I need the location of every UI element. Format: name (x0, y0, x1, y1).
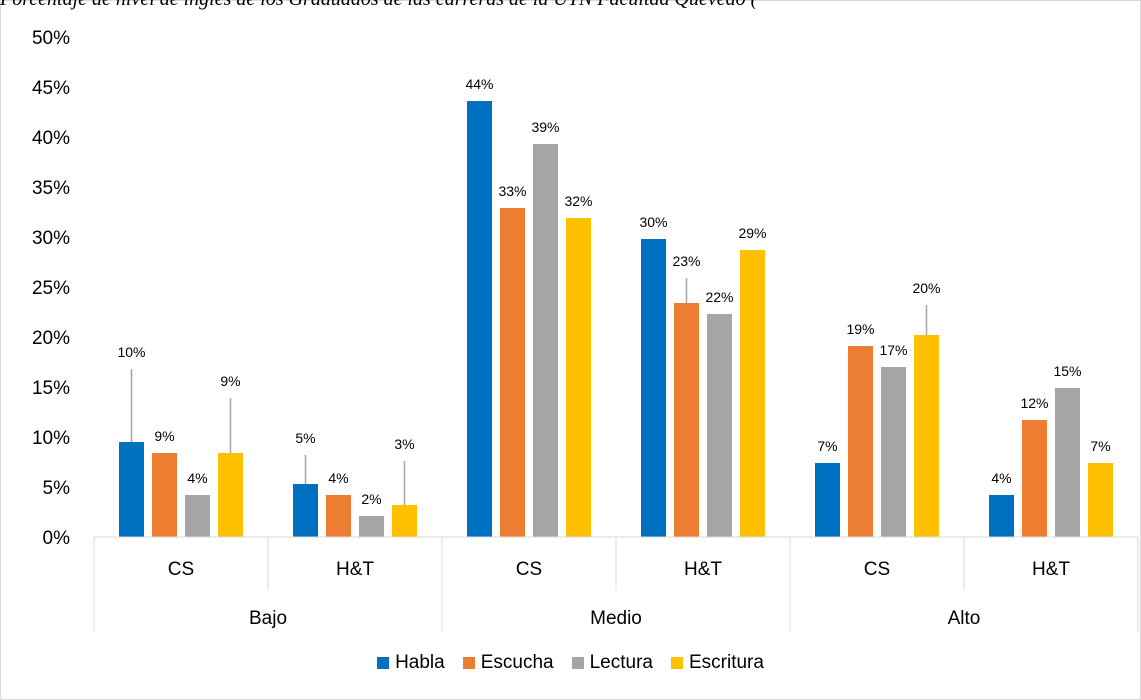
data-label: 7% (817, 438, 837, 454)
legend-label: Escritura (688, 652, 764, 673)
bar-escucha (674, 303, 699, 537)
x-tick-label: H&T (1032, 559, 1070, 580)
bar-escritura (218, 453, 243, 537)
data-label: 30% (639, 214, 667, 230)
bars (119, 101, 1113, 537)
bar-lectura (533, 144, 558, 537)
group-label: Medio (590, 608, 642, 629)
bar-habla (293, 484, 318, 537)
data-label: 33% (498, 183, 526, 199)
legend-swatch (571, 657, 584, 669)
bar-escritura (1088, 463, 1113, 537)
data-label: 22% (705, 289, 733, 305)
data-label: 44% (465, 76, 493, 92)
bar-escucha (326, 495, 351, 537)
x-tick-label: CS (516, 559, 542, 580)
bar-lectura (707, 314, 732, 537)
y-tick-label: 10% (32, 428, 70, 449)
legend-label: Habla (395, 652, 445, 673)
legend-swatch (377, 657, 390, 669)
data-label: 19% (846, 321, 874, 337)
bar-escritura (914, 335, 939, 537)
bar-habla (815, 463, 840, 537)
legend: Habla Escucha Lectura Escritura (0, 652, 1141, 674)
y-tick-label: 20% (32, 328, 70, 349)
y-tick-label: 5% (43, 478, 71, 499)
data-label: 4% (328, 470, 348, 486)
bar-escucha (848, 346, 873, 537)
y-tick-label: 25% (32, 278, 70, 299)
bar-escucha (152, 453, 177, 537)
bar-habla (989, 495, 1014, 537)
bar-habla (467, 101, 492, 537)
y-tick-label: 0% (43, 528, 71, 549)
bar-habla (119, 442, 144, 537)
data-label: 4% (187, 470, 207, 486)
data-label: 23% (672, 253, 700, 269)
legend-swatch (462, 657, 475, 669)
legend-item-habla: Habla (377, 652, 445, 674)
data-label: 3% (394, 436, 414, 452)
group-label: Alto (948, 608, 981, 629)
x-tick-label: H&T (336, 559, 374, 580)
y-tick-label: 30% (32, 228, 70, 249)
error-bars (130, 278, 928, 505)
bar-lectura (359, 516, 384, 537)
bar-habla (641, 239, 666, 537)
x-axis: CS H&T Bajo CS H&T Medio CS H&T Alto (93, 536, 1139, 632)
legend-item-escucha: Escucha (462, 652, 554, 674)
bar-escucha (1022, 420, 1047, 537)
y-tick-label: 50% (32, 28, 70, 49)
y-tick-label: 15% (32, 378, 70, 399)
bar-escucha (500, 208, 525, 537)
bar-lectura (1055, 388, 1080, 537)
bar-escritura (740, 250, 765, 537)
bar-lectura (881, 367, 906, 537)
bar-escritura (392, 505, 417, 537)
y-tick-label: 45% (32, 78, 70, 99)
data-label: 5% (295, 430, 315, 446)
group-label: Bajo (249, 608, 287, 629)
x-tick-label: CS (864, 559, 890, 580)
data-labels: 10% 5% 44% 30% 7% 4% 9% 4% 33% 23% 19% 12% 4% 2% 39% 22… (117, 76, 1110, 507)
bar-chart: 0% 5% 10% 15% 20% 25% 30% 35% 40% 45% 50% 10% 5% 44%… (32, 28, 1139, 632)
bar-escritura (566, 218, 591, 537)
data-label: 17% (879, 342, 907, 358)
data-label: 9% (220, 373, 240, 389)
legend-item-escritura: Escritura (670, 652, 764, 674)
data-label: 29% (738, 225, 766, 241)
data-label: 10% (117, 344, 145, 360)
x-tick-label: CS (168, 559, 194, 580)
data-label: 9% (154, 428, 174, 444)
y-axis: 0% 5% 10% 15% 20% 25% 30% 35% 40% 45% 50% (32, 28, 70, 549)
y-tick-label: 40% (32, 128, 70, 149)
legend-swatch (670, 657, 683, 669)
data-label: 15% (1053, 363, 1081, 379)
legend-label: Escucha (480, 652, 554, 673)
legend-label: Lectura (589, 652, 653, 673)
data-label: 2% (361, 491, 381, 507)
bar-lectura (185, 495, 210, 537)
y-tick-label: 35% (32, 178, 70, 199)
data-label: 7% (1090, 438, 1110, 454)
data-label: 32% (564, 193, 592, 209)
data-label: 20% (912, 280, 940, 296)
data-label: 4% (991, 470, 1011, 486)
cropped-caption: Porcentaje de nivel de inglés de los Gra… (0, 0, 1141, 11)
x-tick-label: H&T (684, 559, 722, 580)
data-label: 39% (531, 119, 559, 135)
data-label: 12% (1020, 395, 1048, 411)
legend-item-lectura: Lectura (571, 652, 653, 674)
